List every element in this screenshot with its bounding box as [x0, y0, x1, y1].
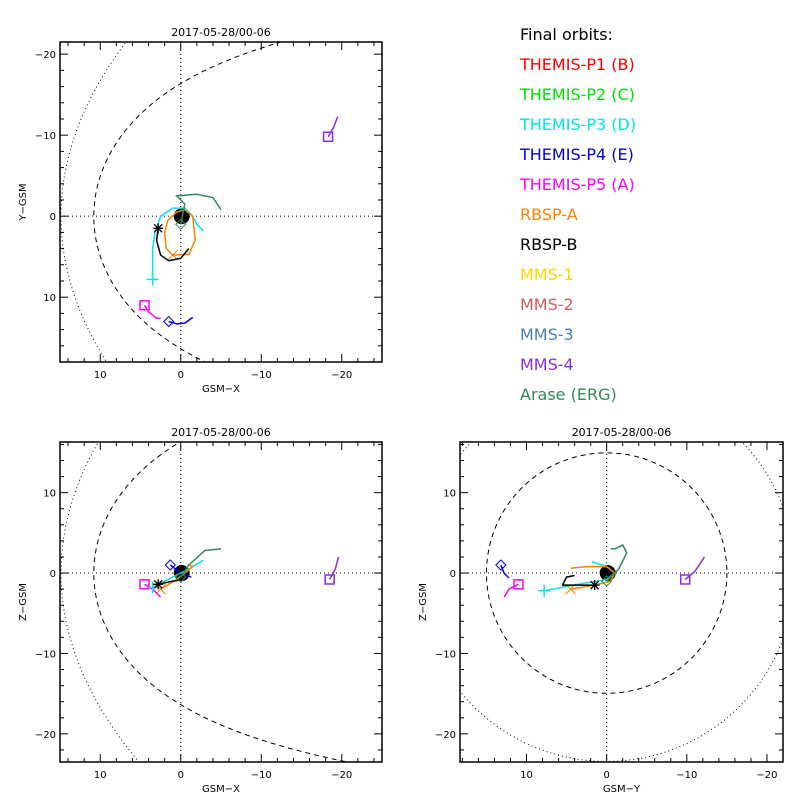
plot-panel-3: 10 0 −10 −20 10 0 −10 −20 2017-05-28/00-06 GSM−Y Z… — [418, 426, 784, 795]
y-tick-label: −10 — [35, 649, 56, 660]
plot-frame — [59, 441, 383, 763]
asterisk-marker — [589, 580, 600, 591]
legend-title: Final orbits: — [520, 25, 613, 44]
x-axis-label: GSM−X — [202, 384, 240, 395]
orbit-line — [327, 116, 339, 138]
legend-item: Arase (ERG) — [520, 385, 617, 404]
diamond-marker — [162, 315, 175, 328]
square-marker — [324, 574, 335, 585]
y-tick-label: 10 — [43, 293, 56, 304]
plot-title: 2017-05-28/00-06 — [572, 426, 672, 439]
x-tick-label: −10 — [251, 770, 272, 781]
legend-item: MMS-3 — [520, 325, 574, 344]
diamond-marker — [600, 575, 613, 587]
y-tick-label: −20 — [35, 50, 56, 61]
magnetopause-curve — [485, 452, 728, 694]
magnetopause-curve — [93, 42, 283, 362]
x-tick-label: 10 — [520, 770, 533, 781]
plus-marker — [538, 584, 551, 597]
magnetopause-curve — [93, 442, 350, 762]
orbit-line — [180, 548, 222, 578]
orbit-line — [684, 556, 706, 581]
orbit-line — [606, 543, 628, 582]
legend-item: MMS-2 — [520, 295, 574, 314]
orbit-line — [155, 228, 190, 262]
x-axis-label: GSM−Y — [603, 784, 641, 795]
legend-item: THEMIS-P1 (B) — [520, 55, 635, 74]
y-axis-label: Z−GSM — [18, 583, 29, 621]
y-tick-label: 10 — [443, 489, 456, 500]
plot-panel-1: 10 0 −10 −20 −20 −10 0 10 2017-05-28/00-06 GSM−X Y… — [18, 26, 383, 395]
legend-item: RBSP-A — [520, 205, 578, 224]
x-tick-label: −20 — [756, 770, 777, 781]
square-marker — [322, 131, 334, 143]
orbit-line — [500, 564, 510, 579]
plot-panel-2: 10 0 −10 −20 10 0 −10 −20 2017-05-28/00-06 GSM−X Z… — [18, 426, 383, 795]
orbit-line — [163, 208, 196, 256]
legend-item: THEMIS-P3 (D) — [520, 115, 637, 134]
legend-item: THEMIS-P2 (C) — [520, 85, 635, 104]
y-tick-label: 10 — [43, 489, 56, 500]
y-tick-label: −20 — [435, 730, 456, 741]
diamond-marker — [495, 559, 507, 571]
plot-frame — [459, 441, 784, 763]
orbit-line — [160, 564, 195, 590]
y-axis-label: Z−GSM — [418, 583, 429, 621]
legend-item: THEMIS-P4 (E) — [520, 145, 634, 164]
y-tick-label: −10 — [35, 131, 56, 142]
orbit-line — [503, 583, 519, 598]
x-tick-label: −10 — [251, 370, 272, 381]
plus-marker — [146, 581, 159, 594]
square-marker — [139, 300, 150, 311]
plot-title: 2017-05-28/00-06 — [171, 26, 271, 39]
orbit-line — [151, 207, 204, 280]
orbit-line — [561, 574, 595, 586]
x-tick-label: 0 — [603, 770, 609, 781]
diamond-marker — [175, 571, 187, 583]
asterisk-marker — [153, 223, 164, 234]
x-tick-label: 10 — [94, 770, 107, 781]
y-tick-label: 0 — [450, 569, 456, 580]
y-tick-label: 0 — [50, 212, 56, 223]
legend-item: MMS-1 — [520, 265, 574, 284]
x-tick-label: 0 — [178, 370, 184, 381]
y-tick-label: 0 — [50, 569, 56, 580]
legend-item: THEMIS-P5 (A) — [520, 175, 635, 194]
orbit-line — [175, 193, 222, 225]
orbit-line — [143, 304, 161, 320]
orbit-line — [152, 559, 204, 589]
diamond-marker — [164, 559, 176, 571]
x-tick-label: 0 — [178, 770, 184, 781]
x-marker — [167, 249, 179, 261]
x-tick-label: −20 — [331, 770, 352, 781]
square-marker — [679, 574, 691, 585]
square-marker — [513, 579, 524, 590]
square-marker — [139, 579, 150, 590]
legend-item: RBSP-B — [520, 235, 578, 254]
plot-frame — [59, 41, 383, 363]
legend-item: MMS-4 — [520, 355, 574, 374]
asterisk-marker — [153, 579, 164, 590]
y-tick-label: −20 — [35, 730, 56, 741]
y-tick-label: −10 — [435, 649, 456, 660]
x-tick-label: −10 — [676, 770, 697, 781]
x-tick-label: 10 — [94, 370, 107, 381]
plot-title: 2017-05-28/00-06 — [171, 426, 271, 439]
x-axis-label: GSM−X — [202, 784, 240, 795]
bow-shock-curve — [60, 442, 140, 762]
plus-marker — [146, 273, 159, 286]
y-axis-label: Y−GSM — [18, 183, 29, 221]
orbit-line — [329, 556, 340, 580]
orbit-line — [158, 578, 185, 586]
legend: Final orbits: THEMIS-P1 (B) THEMIS-P2 (C)… — [520, 20, 636, 410]
x-tick-label: −20 — [331, 370, 352, 381]
diamond-marker — [175, 218, 187, 230]
